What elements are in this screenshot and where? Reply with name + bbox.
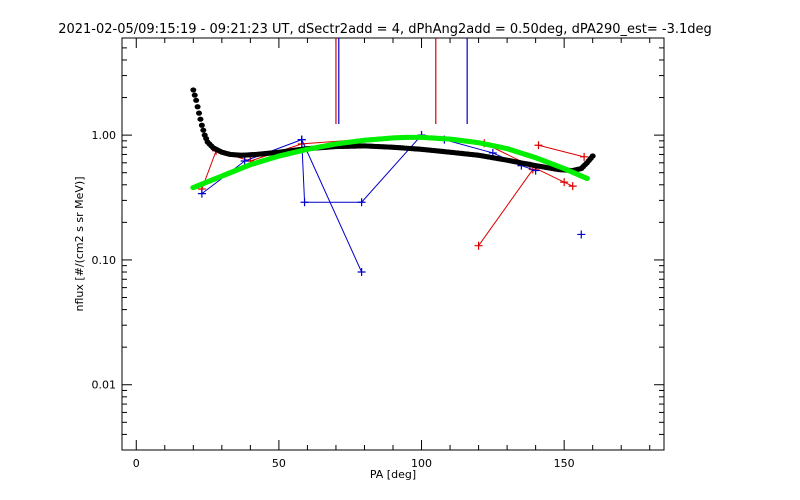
black-fit-curve-dot (190, 87, 197, 93)
red-series-line (478, 169, 534, 246)
x-axis-label: PA [deg] (370, 468, 416, 481)
axis-ticks: 0 50 100 150 0.01 0.10 1.00 (92, 37, 664, 470)
y-tick-label: 1.00 (92, 129, 117, 142)
black-fit-curve-dot (197, 116, 204, 122)
black-fit-curve-dot (191, 92, 198, 98)
x-tick-label: 150 (554, 457, 575, 470)
black-fit-curve-dot (196, 110, 203, 116)
red-series-point (474, 241, 483, 250)
vertical-markers (335, 38, 468, 124)
chart-title: 2021-02-05/09:15:19 - 09:21:23 UT, dSect… (58, 22, 712, 37)
x-tick-label: 0 (133, 457, 140, 470)
y-axis-label: nflux [#/(cm2 s sr MeV)] (73, 177, 86, 312)
green-fit-curve-dot (583, 175, 590, 182)
red-series-point (534, 141, 543, 150)
y-tick-label: 0.10 (92, 254, 117, 267)
red-series-point (568, 182, 577, 191)
black-fit-curve-dot (194, 104, 201, 110)
blue-series-point (240, 157, 249, 166)
data-series (190, 87, 596, 277)
black-fit-curve-dot (193, 97, 200, 103)
blue-series-point (297, 135, 306, 144)
black-fit-curve-dot (589, 153, 596, 159)
red-series-point (580, 152, 589, 161)
blue-series-point (357, 268, 366, 277)
blue-series-line (301, 139, 363, 273)
red-series-point (560, 178, 569, 187)
blue-series-point (357, 198, 366, 207)
blue-series-point (300, 198, 309, 207)
x-tick-label: 100 (411, 457, 432, 470)
red-series-line (538, 144, 585, 158)
black-fit-curve-dot (200, 127, 207, 133)
plot-frame (121, 37, 665, 451)
black-fit-curve-dot (198, 122, 205, 128)
x-tick-label: 50 (272, 457, 286, 470)
blue-series-point (197, 189, 206, 198)
blue-series-point (577, 230, 586, 239)
y-tick-label: 0.01 (92, 379, 117, 392)
